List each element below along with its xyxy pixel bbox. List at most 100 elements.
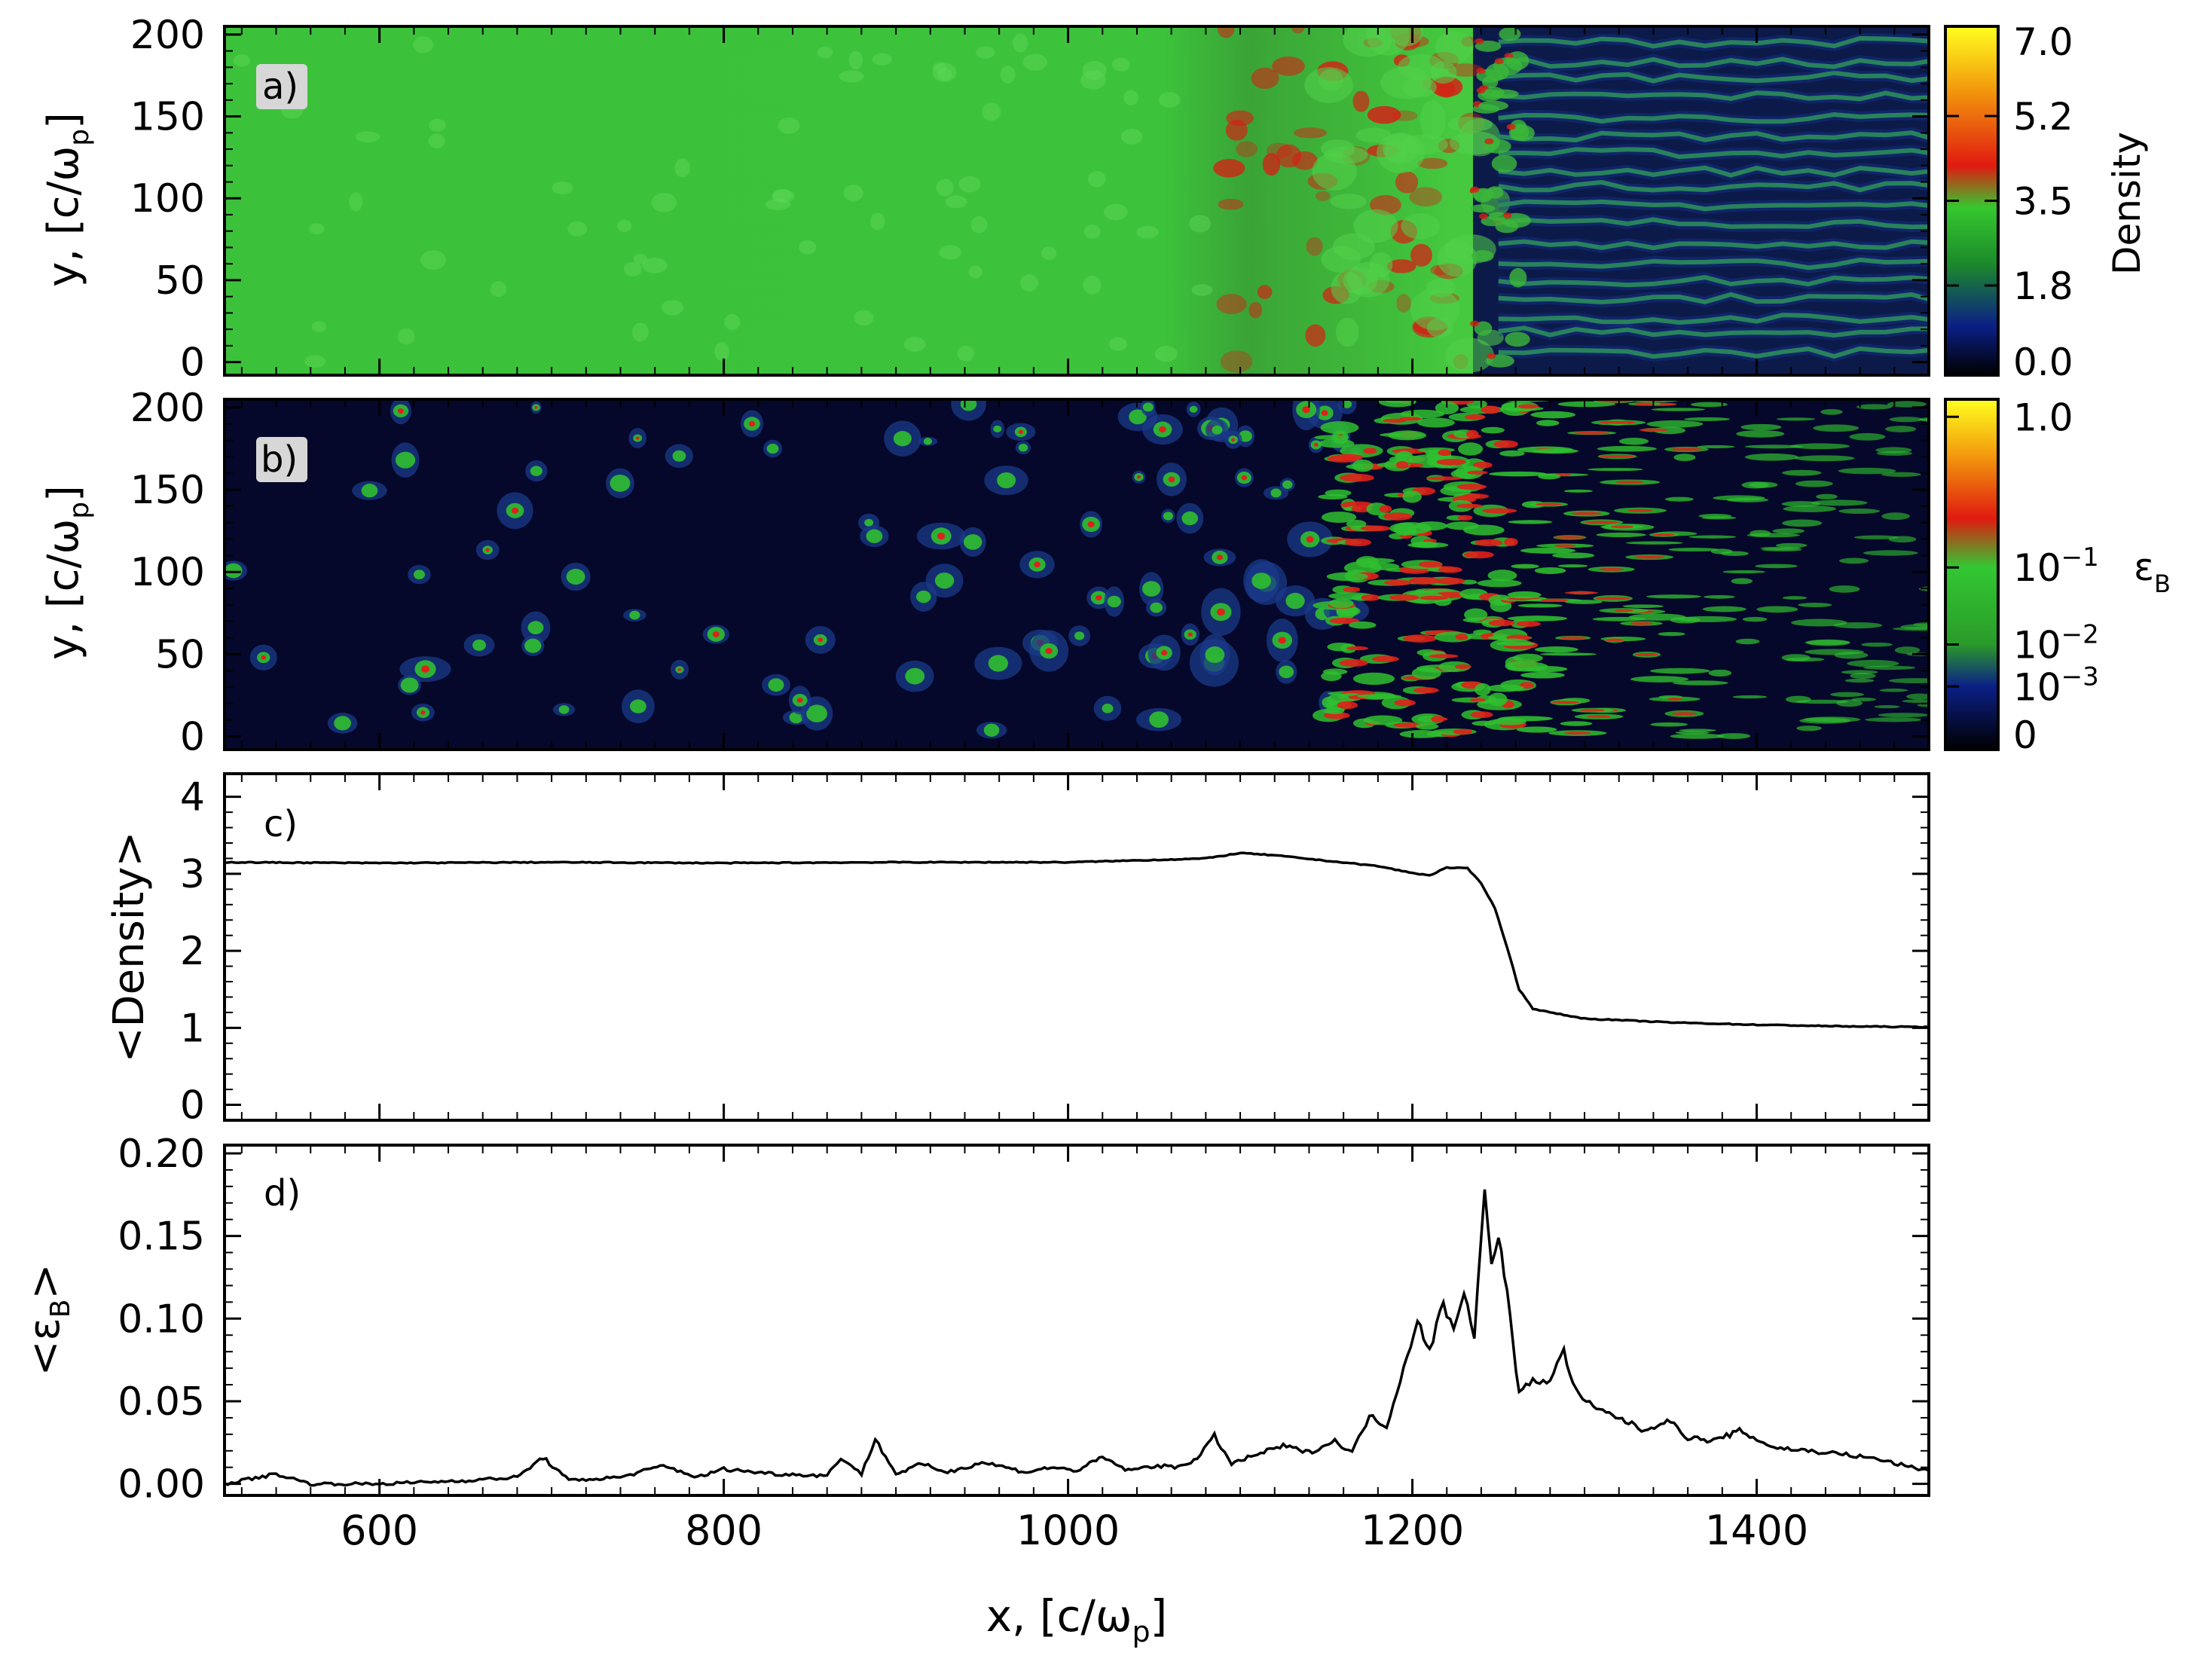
- density-clump: [772, 189, 792, 202]
- epsb-core: [796, 698, 803, 703]
- epsb-streak-hot: [1610, 525, 1634, 529]
- epsb-streak: [1597, 445, 1657, 452]
- epsb-turbulence: [1356, 557, 1395, 564]
- epsb-streak: [1508, 520, 1553, 524]
- density-hot-spot: [1266, 142, 1293, 159]
- epsb-streak: [1691, 402, 1728, 408]
- mean-epsb-line: [224, 1189, 1930, 1487]
- epsb-blob: [1018, 444, 1028, 452]
- density-filament: [1498, 35, 1929, 49]
- epsb-streak: [1796, 725, 1822, 732]
- epsb-streak: [1557, 564, 1588, 568]
- epsb-core: [1096, 594, 1102, 601]
- epsb-streak: [1861, 642, 1893, 647]
- density-shock-hot: [1476, 68, 1486, 75]
- epsb-core: [421, 665, 429, 673]
- epsb-turbulence: [1411, 667, 1441, 680]
- colorbar-tick-label: 10−3: [2013, 661, 2099, 709]
- epsb-core: [1216, 554, 1223, 561]
- epsb-streak: [1704, 594, 1735, 599]
- epsb-core: [261, 655, 267, 660]
- epsb-streak-hot: [1564, 591, 1599, 594]
- epsb-blob: [1163, 512, 1173, 521]
- density-filament: [1498, 313, 1929, 325]
- epsb-streak-hot: [1551, 701, 1580, 704]
- epsb-streak-hot: [1634, 402, 1655, 406]
- density-compressed-region: [1304, 67, 1353, 103]
- colorbar-tick-label: 1.0: [2013, 396, 2073, 439]
- epsb-strong-field: [1453, 729, 1473, 735]
- colorbar-tick-label: 10−2: [2013, 620, 2099, 667]
- epsb-blob: [630, 699, 646, 713]
- epsb-core: [1306, 536, 1314, 543]
- epsb-turbulence: [1487, 570, 1517, 582]
- density-filament-halo: [1498, 32, 1929, 52]
- epsb-strong-field: [1465, 414, 1486, 420]
- density-clump: [632, 322, 649, 342]
- epsb-core: [1159, 426, 1166, 433]
- epsb-streak: [1673, 680, 1728, 686]
- epsb-core: [1231, 438, 1236, 441]
- epsb-streak: [1539, 652, 1597, 656]
- density-clump: [817, 46, 833, 59]
- density-map-y-ticks: 0 50 100 150 200: [130, 13, 1930, 386]
- epsb-blob: [997, 472, 1016, 489]
- epsb-streak: [1878, 713, 1929, 718]
- density-clump: [552, 182, 573, 194]
- density-filament-halo: [1498, 236, 1929, 253]
- density-shock-hot: [1504, 53, 1514, 60]
- epsb-strong-field: [1329, 617, 1359, 625]
- epsb-blob: [1270, 488, 1282, 498]
- density-filament-halo: [1498, 67, 1929, 87]
- epsb-blob: [1181, 511, 1199, 526]
- colorbar-tick-label: 7.0: [2013, 20, 2073, 64]
- epsb-turbulence: [1512, 653, 1543, 663]
- colorbar-tick-label: 3.5: [2013, 180, 2073, 224]
- epsb-streak: [1838, 467, 1896, 475]
- epsb-blob: [1142, 402, 1154, 412]
- epsb-streak: [1791, 619, 1847, 627]
- density-clump: [945, 195, 967, 209]
- x-tick-label: 1400: [1705, 1507, 1808, 1554]
- epsb-streak: [1563, 489, 1593, 493]
- density-hot-spot: [1367, 105, 1401, 124]
- epsb-turbulence: [1411, 541, 1438, 548]
- density-clump: [1191, 284, 1213, 296]
- epsb-streak: [1813, 424, 1860, 432]
- density-clump: [233, 54, 251, 67]
- epsb-strong-field: [1363, 447, 1377, 454]
- y-tick-label: 3: [180, 852, 205, 897]
- y-tick-label: 0: [180, 1083, 205, 1129]
- density-hot-spot: [1438, 80, 1456, 98]
- epsb-streak: [1622, 604, 1664, 609]
- epsb-blob: [361, 484, 378, 498]
- x-tick-label: 600: [341, 1507, 418, 1554]
- epsb-strong-field: [1455, 664, 1471, 670]
- density-clump: [1041, 246, 1057, 260]
- epsb-colorbar-ticks: 010−310−2 10−1 1.0: [1945, 396, 2099, 757]
- epsb-core: [1168, 476, 1175, 483]
- epsb-blob: [1212, 425, 1223, 435]
- epsb-streak-hot: [1553, 536, 1587, 539]
- epsb-blob: [1129, 409, 1147, 425]
- epsb-blob: [1189, 405, 1198, 413]
- epsb-streak: [1853, 535, 1899, 540]
- epsb-streak-hot: [1595, 597, 1631, 600]
- epsb-core: [1241, 475, 1248, 481]
- x-tick-label: 800: [685, 1507, 762, 1554]
- mean-epsb-frame: [223, 1144, 1930, 1497]
- density-compressed-region: [1343, 26, 1392, 57]
- colorbar-tick-label: 0: [2013, 713, 2037, 757]
- epsb-streak: [1530, 411, 1575, 419]
- epsb-blob: [1251, 573, 1271, 589]
- density-hot-spot: [1315, 191, 1331, 201]
- epsb-streak: [1684, 417, 1731, 421]
- epsb-turbulence: [1416, 722, 1439, 730]
- epsb-blob: [629, 610, 640, 620]
- epsb-streak: [1885, 426, 1917, 432]
- epsb-streak: [1496, 641, 1536, 646]
- panel-a-label-box: [256, 64, 307, 109]
- epsb-blob: [983, 723, 1000, 737]
- density-filament-halo: [1497, 53, 1929, 72]
- epsb-streak: [1781, 501, 1821, 507]
